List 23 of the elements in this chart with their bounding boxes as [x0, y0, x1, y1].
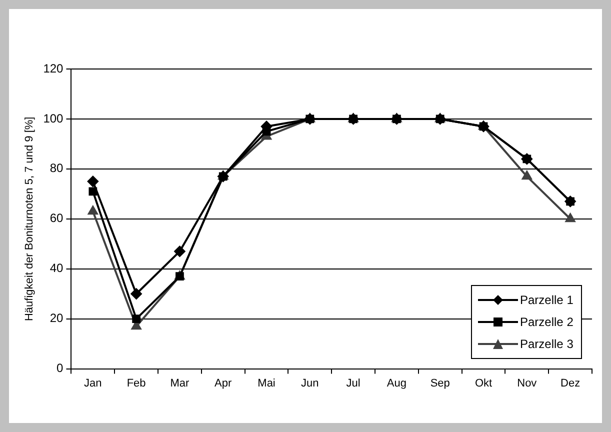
y-tick-label: 120: [43, 61, 64, 76]
y-axis-title: Häufigkeit der Boniturnoten 5, 7 und 9 [%]: [24, 116, 36, 322]
legend-label: Parzelle 2: [520, 314, 574, 329]
legend-label: Parzelle 1: [520, 292, 574, 307]
y-tick-label: 80: [50, 161, 64, 176]
x-tick-label: Sep: [430, 377, 450, 390]
x-tick-label: Okt: [474, 377, 492, 390]
x-tick-label: Jul: [346, 377, 360, 390]
x-tick-label: Mai: [258, 377, 276, 390]
x-tick-label: Nov: [517, 377, 538, 390]
x-tick-label: Jan: [84, 377, 102, 390]
x-tick-label: Aug: [386, 377, 406, 390]
x-tick-label: Dez: [560, 377, 580, 390]
y-tick-label: 20: [50, 311, 64, 326]
y-tick-label: 100: [43, 111, 64, 126]
x-tick-label: Feb: [126, 377, 146, 390]
x-tick-label: Jun: [301, 377, 319, 390]
y-tick-label: 60: [50, 211, 64, 226]
y-tick-label: 0: [56, 361, 64, 376]
x-tick-label: Apr: [214, 377, 232, 390]
y-tick-label: 40: [50, 261, 64, 276]
legend-label: Parzelle 3: [520, 336, 574, 351]
x-tick-label: Mar: [170, 377, 190, 390]
